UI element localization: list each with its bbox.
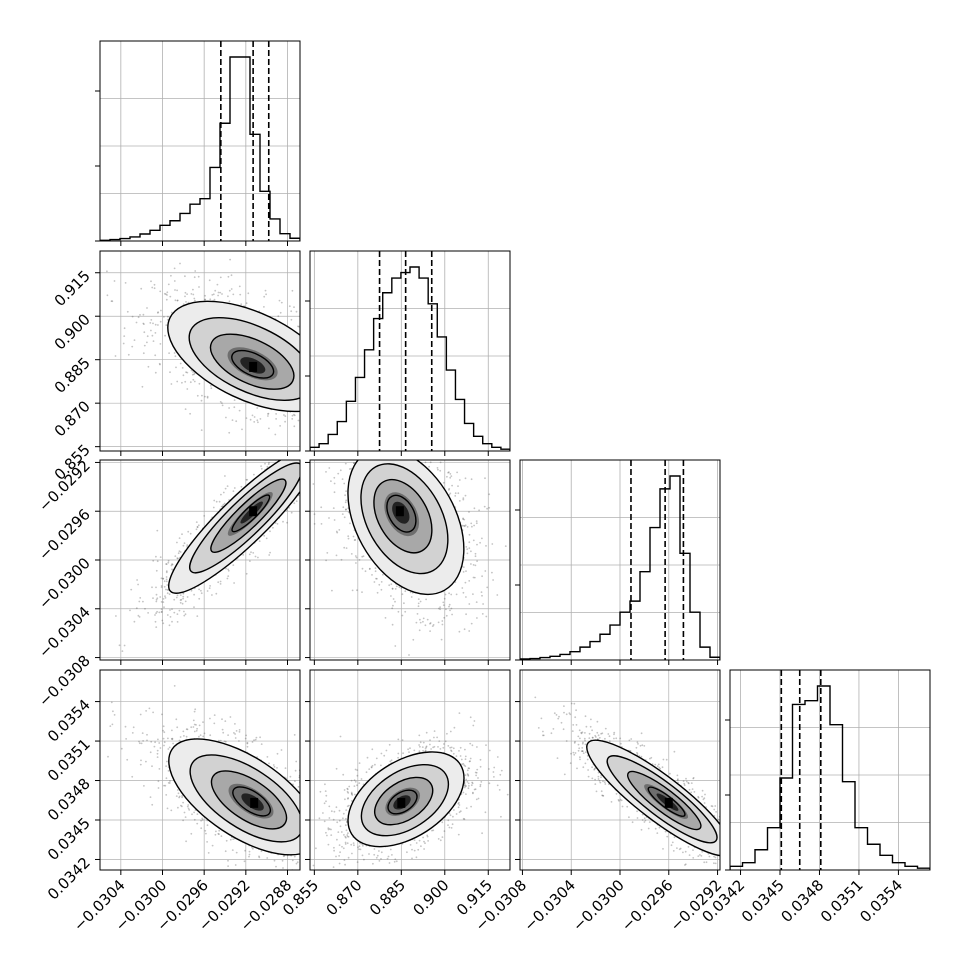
histogram-line [730, 685, 930, 870]
contour-line-1 [189, 462, 300, 574]
contour-line-3 [386, 494, 417, 533]
contour-line-2 [373, 478, 433, 554]
scatter-content [310, 670, 510, 870]
scatter-panel-1-0 [95, 250, 301, 456]
x-tick-label: 0.870 [323, 876, 366, 919]
contour-line-1 [360, 463, 449, 575]
contour-line-3 [232, 786, 272, 817]
x-tick-label: −0.0304 [520, 876, 579, 935]
scatter-content [310, 460, 510, 660]
histogram-line [100, 56, 300, 241]
panel-frame [729, 669, 931, 871]
y-tick-label: 0.900 [51, 310, 94, 353]
x-tick-label: 0.0351 [817, 876, 867, 926]
histogram-panel-3 [725, 669, 931, 875]
scatter-panel-3-0 [95, 669, 301, 875]
histogram-line [310, 266, 510, 451]
contour-line-1 [360, 763, 450, 837]
contour-line-3 [387, 789, 418, 815]
panel-frame [99, 669, 301, 871]
contour-line-2 [210, 770, 288, 830]
contour-line-1 [189, 754, 300, 843]
density-peak [249, 506, 258, 517]
histogram-panel-1 [305, 250, 511, 456]
contour-line-0 [347, 751, 465, 848]
density-peak [664, 797, 673, 808]
histogram-panel-0 [95, 40, 301, 246]
panel-frame [309, 669, 511, 871]
panel-frame [99, 250, 301, 452]
contour-line-0 [168, 738, 300, 856]
scatter-panel-3-2 [515, 669, 721, 875]
y-tick-label: 0.0345 [44, 814, 94, 864]
y-tick-label: −0.0296 [35, 505, 94, 564]
panel-frame [309, 459, 511, 661]
panel-frame [99, 459, 301, 661]
contour-line-0 [586, 739, 720, 857]
x-tick-label: 0.0348 [777, 876, 827, 926]
contour-line-1 [606, 755, 718, 844]
scatter-content [100, 460, 300, 660]
contour-line-3 [647, 786, 686, 817]
scatter-content [520, 670, 720, 870]
contour-line-3 [231, 494, 271, 533]
density-peak [250, 797, 259, 808]
y-tick-label: 0.870 [51, 397, 94, 440]
y-tick-label: −0.0300 [35, 554, 94, 613]
y-tick-label: 0.0351 [44, 735, 94, 785]
y-tick-label: 0.0342 [44, 854, 94, 904]
scatter-panel-2-1 [305, 459, 511, 665]
density-peak [395, 506, 404, 517]
y-tick-label: 0.0348 [44, 775, 94, 825]
histogram-panel-2 [515, 459, 721, 665]
contour-line-3 [231, 349, 275, 379]
contour-line-2 [374, 776, 434, 826]
x-tick-label: −0.0300 [569, 876, 628, 935]
panel-frame [99, 40, 301, 242]
x-tick-label: −0.0296 [618, 876, 677, 935]
scatter-panel-3-1 [305, 669, 511, 875]
contour-line-2 [627, 770, 702, 831]
panel-frame [519, 459, 721, 661]
panel-frame [519, 669, 721, 871]
scatter-panel-2-0 [95, 459, 301, 665]
scatter-content [100, 251, 300, 451]
contour-line-0 [167, 300, 300, 413]
scatter-content [100, 670, 300, 870]
x-tick-label: 0.900 [410, 876, 453, 919]
histogram-line [520, 475, 720, 660]
contour-line-2 [210, 478, 287, 553]
density-peak [397, 797, 406, 808]
y-tick-label: 0.915 [51, 267, 94, 310]
y-tick-label: −0.0304 [35, 603, 94, 662]
x-tick-label: 0.0345 [738, 876, 788, 926]
contour-line-2 [209, 333, 295, 390]
contour-line-1 [188, 317, 300, 401]
x-tick-label: 0.0354 [856, 876, 906, 926]
y-tick-label: 0.885 [51, 354, 94, 397]
density-peak [249, 361, 258, 372]
panel-frame [309, 250, 511, 452]
contour-line-0 [347, 460, 465, 596]
contour-line-0 [168, 460, 300, 594]
x-tick-label: 0.885 [366, 876, 409, 919]
